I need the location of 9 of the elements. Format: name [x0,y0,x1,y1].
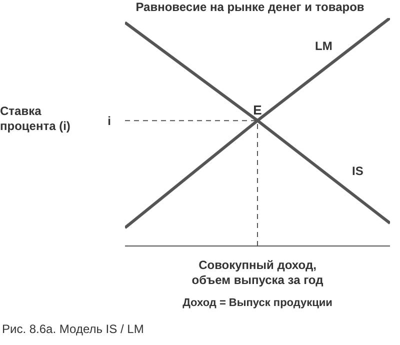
series-label: IS [352,164,364,178]
text: Доход = Выпуск продукции [182,297,334,309]
ref-line-label: i [108,114,111,128]
annotation: E [253,102,262,118]
x-axis-title: Совокупный доход, объем выпуска за год [190,258,324,288]
text: Рис. 8.6а. Модель IS / LM [2,322,144,336]
chart-title: Равновесие на рынке денег и товаров [134,0,366,14]
series-label: LM [315,39,332,53]
y-axis-title: Ставка процента (i) [0,104,70,134]
